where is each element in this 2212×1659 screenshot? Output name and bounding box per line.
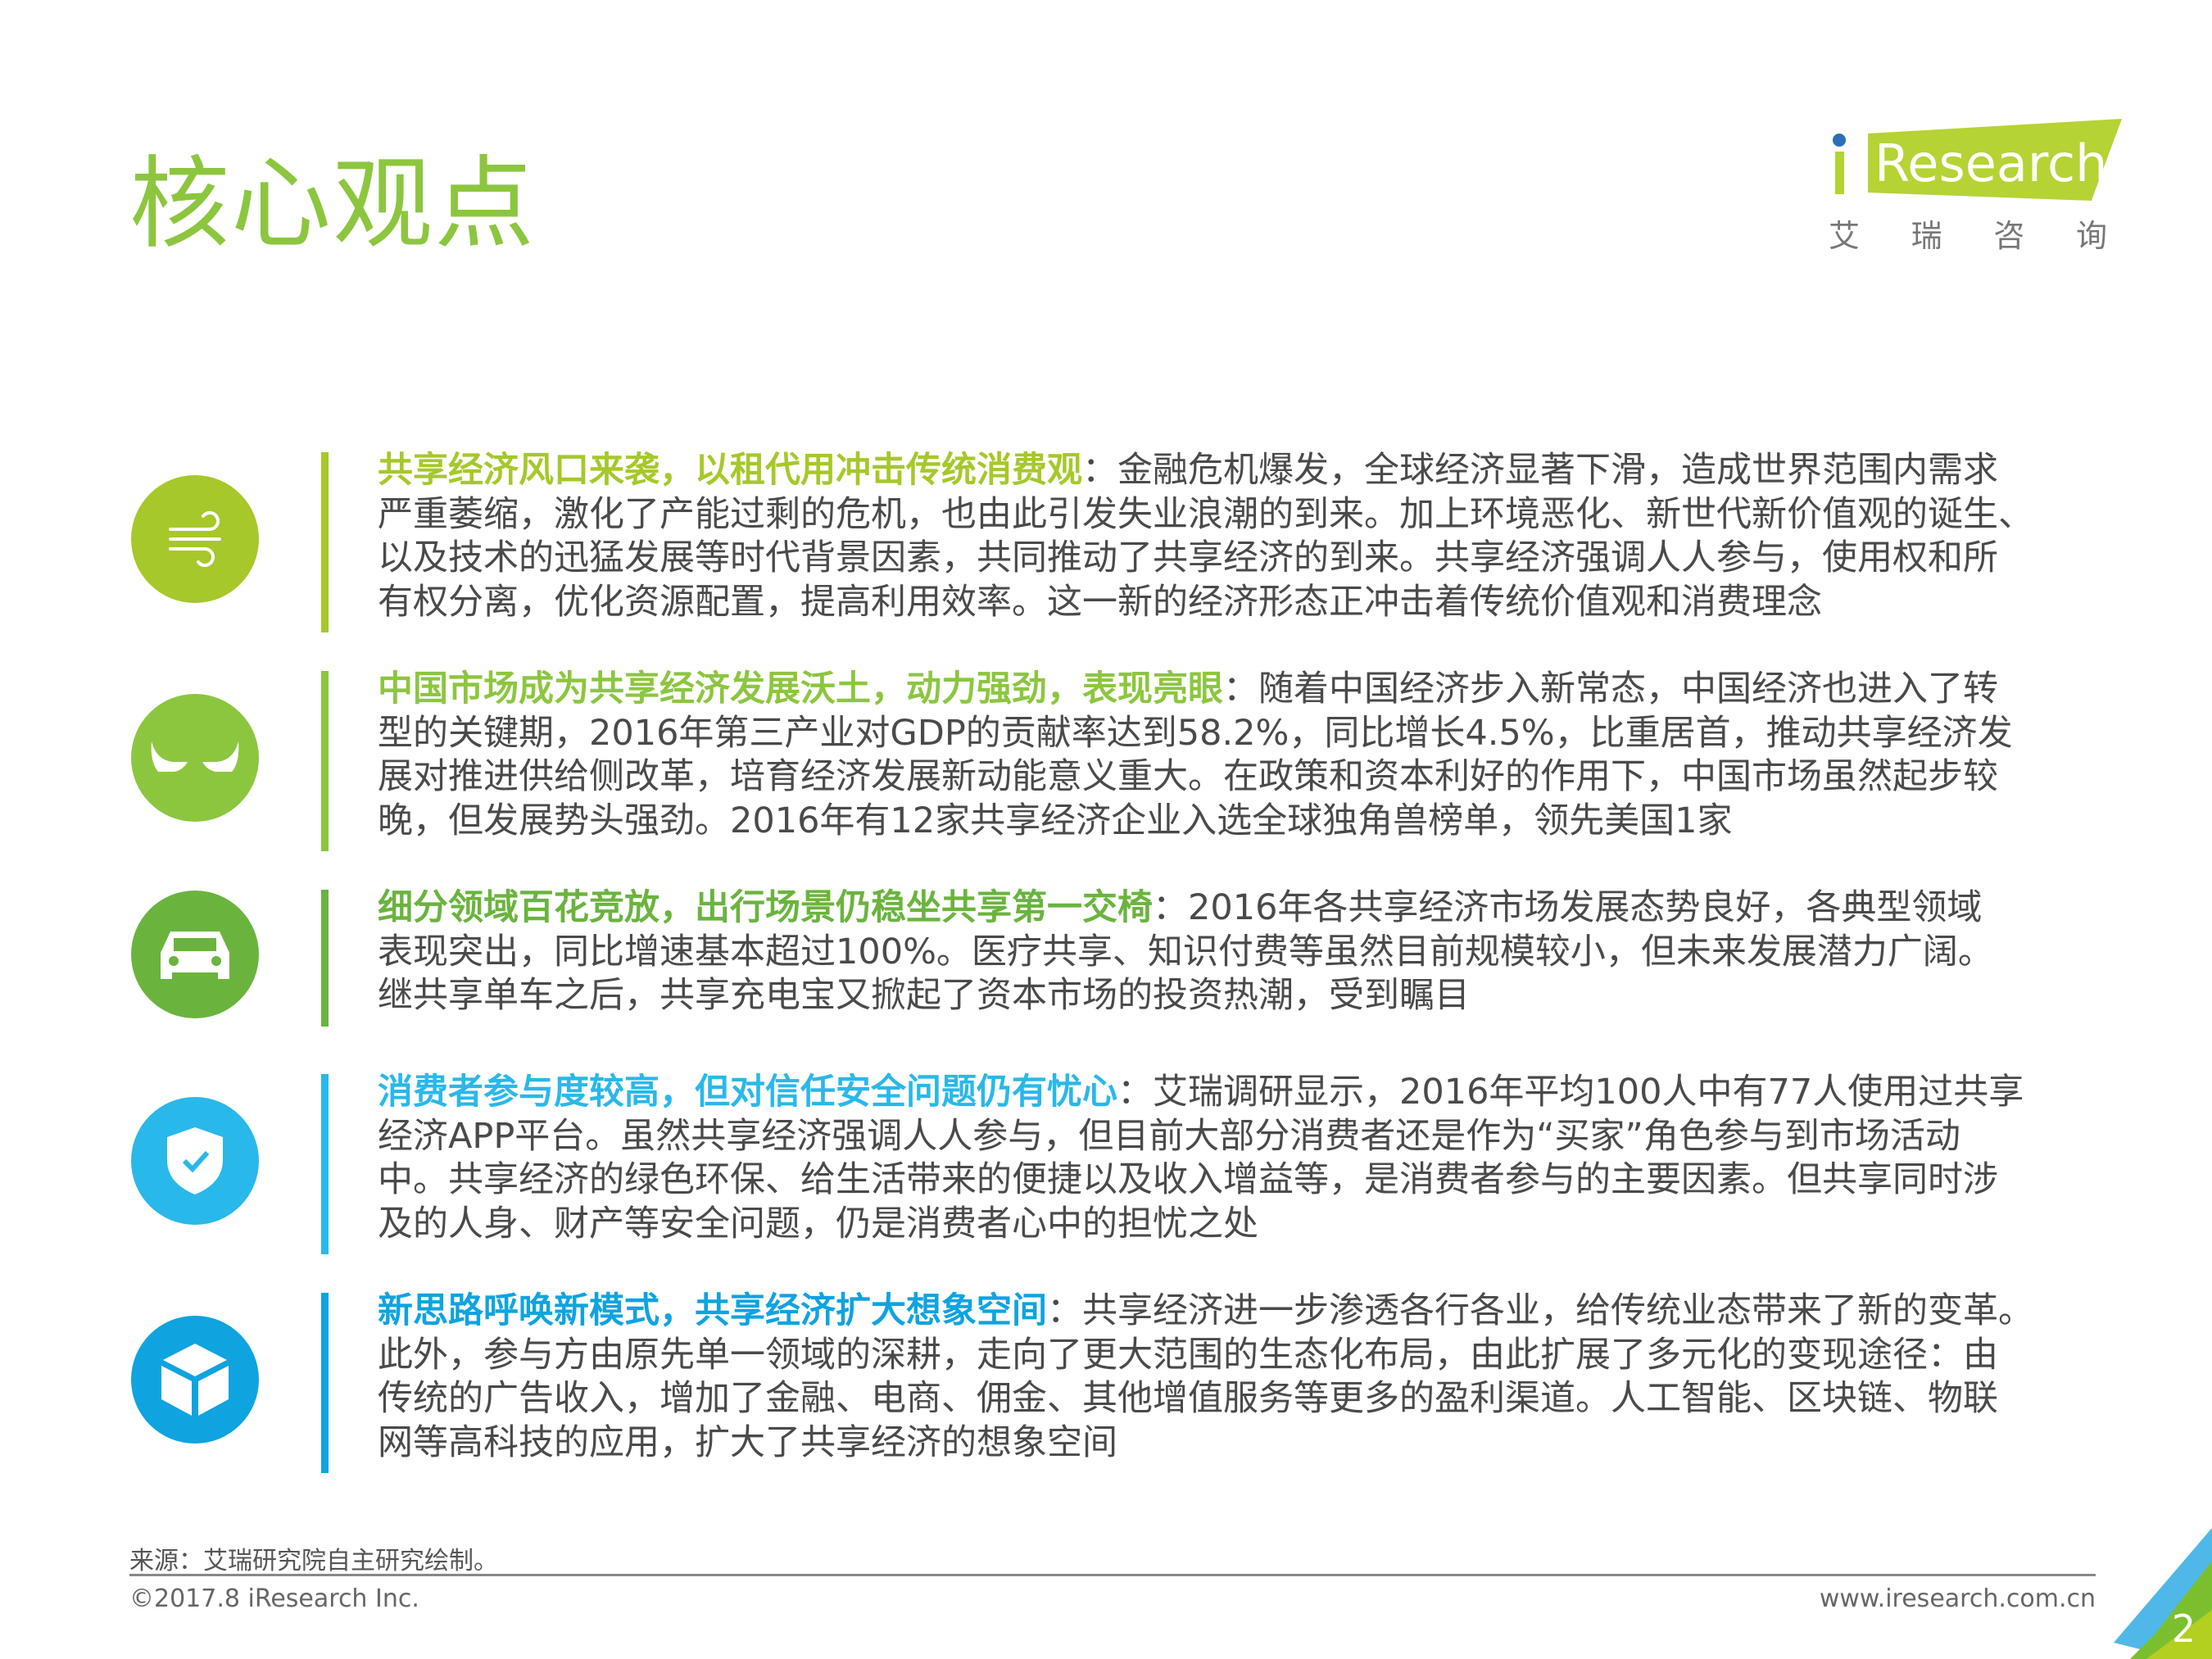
point-text: 新思路呼唤新模式，共享经济扩大想象空间：共享经济进一步渗透各行各业，给传统业态带… [378, 1290, 2033, 1465]
copyright: ©2017.8 iResearch Inc. [129, 1584, 419, 1613]
accent-bar [321, 890, 329, 1027]
source-note: 来源：艾瑞研究院自主研究绘制。 [129, 1547, 498, 1575]
wind-icon [131, 475, 259, 603]
text-line: 中。共享经济的绿色环保、给生活带来的便捷以及收入增益等，是消费者参与的主要因素。… [378, 1159, 1998, 1200]
text-line: 共享经济风口来袭，以租代用冲击传统消费观：金融危机爆发，全球经济显著下滑，造成世… [378, 450, 1998, 491]
text-line: 型的关键期，2016年第三产业对GDP的贡献率达到58.2%，同比增长4.5%，… [378, 712, 2013, 754]
point-text: 消费者参与度较高，但对信任安全问题仍有忧心：艾瑞调研显示，2016年平均100人… [378, 1071, 2024, 1246]
text-line: 以及技术的迅猛发展等时代背景因素，共同推动了共享经济的到来。共享经济强调人人参与… [378, 537, 1998, 578]
text-line: 新思路呼唤新模式，共享经济扩大想象空间：共享经济进一步渗透各行各业，给传统业态带… [378, 1290, 2033, 1331]
point-heading: 新思路呼唤新模式，共享经济扩大想象空间 [378, 1290, 1047, 1331]
point-heading: 共享经济风口来袭，以租代用冲击传统消费观 [378, 450, 1082, 491]
text-line: 晚，但发展势头强劲。2016年有12家共享经济企业入选全球独角兽榜单，领先美国1… [378, 800, 1733, 841]
shield-check-icon [131, 1097, 259, 1225]
cube-icon [131, 1316, 259, 1444]
accent-bar [321, 1293, 329, 1473]
text-line: 及的人身、财产等安全问题，仍是消费者心中的担忧之处 [378, 1203, 1258, 1244]
accent-bar [321, 671, 329, 851]
text-line: 表现突出，同比增速基本超过100%。医疗共享、知识付费等虽然目前规模较小，但未来… [378, 931, 1993, 972]
text-line: 此外，参与方由原先单一领域的深耕，走向了更大范围的生态化布局，由此扩展了多元化的… [378, 1334, 1998, 1376]
text-line: 严重萎缩，激化了产能过剩的危机，也由此引发失业浪潮的到来。加上环境恶化、新世代新… [378, 493, 2033, 535]
point-text: 中国市场成为共享经济发展沃土，动力强劲，表现亮眼：随着中国经济步入新常态，中国经… [378, 668, 2013, 843]
text-line: 消费者参与度较高，但对信任安全问题仍有忧心：艾瑞调研显示，2016年平均100人… [378, 1072, 2024, 1113]
corner-decoration [2114, 1528, 2212, 1659]
text-line: 继共享单车之后，共享充电宝又掀起了资本市场的投资热潮，受到瞩目 [378, 975, 1470, 1016]
page-number: 2 [2171, 1607, 2196, 1651]
footer-divider [129, 1574, 2096, 1576]
point-text: 共享经济风口来袭，以租代用冲击传统消费观：金融危机爆发，全球经济显著下滑，造成世… [378, 449, 2033, 624]
text-line: 网等高科技的应用，扩大了共享经济的想象空间 [378, 1421, 1117, 1463]
accent-bar [321, 452, 329, 632]
car-icon [131, 891, 259, 1019]
point-text: 细分领域百花竞放，出行场景仍稳坐共享第一交椅：2016年各共享经济市场发展态势良… [378, 886, 1993, 1018]
text-line: 经济APP平台。虽然共享经济强调人人参与，但目前大部分消费者还是作为“买家”角色… [378, 1115, 1960, 1157]
page-title: 核心观点 [129, 146, 536, 262]
text-line: 展对推进供给侧改革，培育经济发展新动能意义重大。在政策和资本利好的作用下，中国市… [378, 756, 1998, 797]
point-heading: 细分领域百花竞放，出行场景仍稳坐共享第一交椅 [378, 887, 1153, 928]
accent-bar [321, 1074, 329, 1254]
text-line: 传统的广告收入，增加了金融、电商、佣金、其他增值服务等更多的盈利渠道。人工智能、… [378, 1378, 1998, 1419]
point-heading: 消费者参与度较高，但对信任安全问题仍有忧心 [378, 1072, 1117, 1113]
bull-horns-icon [131, 694, 259, 822]
text-line: 有权分离，优化资源配置，提高利用效率。这一新的经济形态正冲击着传统价值观和消费理… [378, 581, 1822, 623]
iresearch-logo: Research 艾瑞咨询 [1827, 111, 2122, 258]
point-heading: 中国市场成为共享经济发展沃土，动力强劲，表现亮眼 [378, 669, 1223, 709]
text-line: 细分领域百花竞放，出行场景仍稳坐共享第一交椅：2016年各共享经济市场发展态势良… [378, 887, 1983, 928]
text-line: 中国市场成为共享经济发展沃土，动力强劲，表现亮眼：随着中国经济步入新常态，中国经… [378, 669, 1998, 709]
website-link[interactable]: www.iresearch.com.cn [1819, 1584, 2096, 1613]
